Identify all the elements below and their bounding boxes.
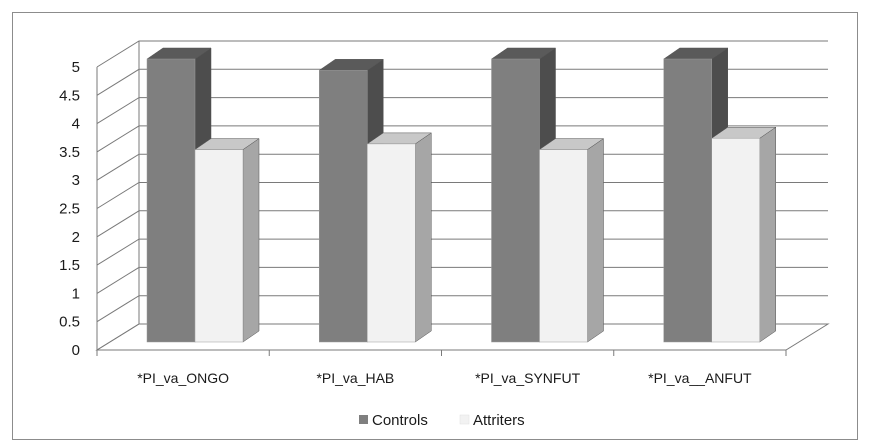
legend-swatch — [459, 414, 470, 425]
legend-item-attriters: Attriters — [459, 412, 525, 429]
bar-front-face — [367, 143, 416, 343]
y-tick-label: 0 — [72, 342, 80, 359]
bar-side-face — [759, 126, 776, 343]
bar-front-face — [194, 149, 244, 343]
bar-front-face — [711, 137, 760, 343]
legend-label: Attriters — [473, 412, 525, 429]
y-tick-label: 0.5 — [59, 314, 80, 331]
chart-floor — [95, 323, 830, 351]
y-tick-label: 3.5 — [59, 144, 80, 161]
x-tick-label: *PI_va__ANFUT — [648, 370, 752, 386]
bar-front-face — [663, 58, 712, 343]
y-tick-label: 1 — [72, 285, 80, 302]
bar-attriters — [366, 132, 433, 343]
x-tick-label: *PI_va_HAB — [316, 370, 394, 386]
bar-front-face — [146, 58, 196, 343]
x-axis: *PI_va_ONGO *PI_va_HAB *PI_va_SYNFUT *PI_va… — [137, 370, 752, 386]
bar-front-face — [491, 58, 540, 343]
bar-side-face — [415, 132, 432, 343]
y-tick-label: 2.5 — [59, 201, 80, 218]
x-tick-label: *PI_va_ONGO — [137, 370, 229, 386]
bar-attriters — [194, 138, 260, 343]
legend: Controls Attriters — [359, 412, 525, 429]
y-tick-label: 2 — [72, 229, 80, 246]
legend-swatch — [359, 415, 368, 424]
bar-front-face — [319, 70, 368, 343]
legend-label: Controls — [372, 412, 428, 429]
bar-front-face — [539, 149, 588, 343]
bar-side-face — [587, 138, 604, 343]
x-tick-label: *PI_va_SYNFUT — [475, 370, 580, 386]
bar-side-face — [242, 138, 260, 343]
y-tick-label: 1.5 — [59, 257, 80, 274]
y-tick-label: 5 — [72, 59, 80, 76]
y-axis: 0 0.5 1 1.5 2 2.5 3 3.5 4 4.5 5 — [59, 59, 80, 359]
bar-attriters — [538, 138, 605, 343]
y-tick-label: 4.5 — [59, 87, 80, 104]
bar-attriters — [710, 126, 777, 343]
y-tick-label: 3 — [72, 172, 80, 189]
y-tick-label: 4 — [72, 116, 80, 133]
legend-item-controls: Controls — [359, 412, 428, 429]
bars — [146, 47, 777, 343]
